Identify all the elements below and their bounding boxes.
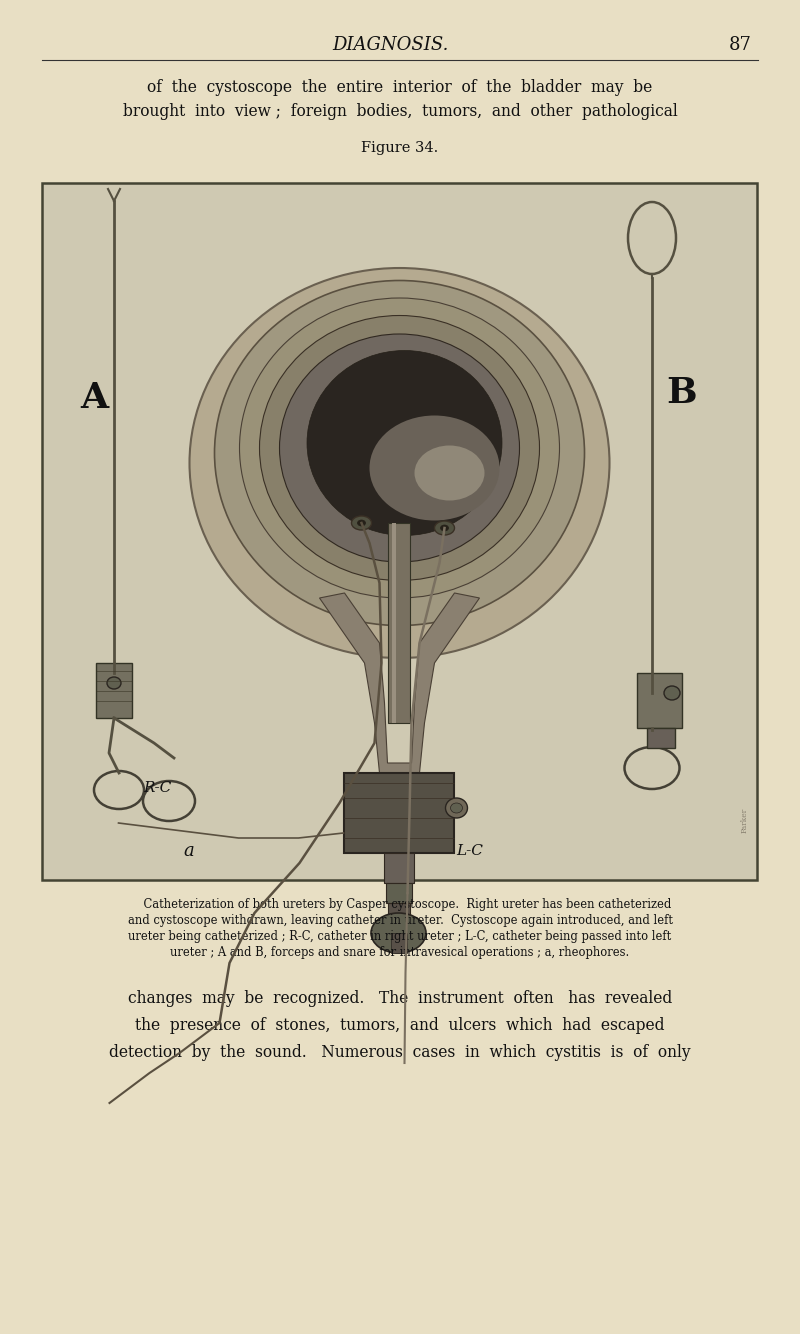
- Text: ureter ; A and B, forceps and snare for intravesical operations ; a, rheophores.: ureter ; A and B, forceps and snare for …: [170, 946, 630, 959]
- Text: Parker: Parker: [741, 807, 749, 832]
- Bar: [42, 183, 757, 880]
- Ellipse shape: [214, 280, 585, 626]
- Bar: [96, 663, 132, 718]
- Ellipse shape: [358, 520, 366, 526]
- Ellipse shape: [307, 351, 502, 535]
- Text: brought  into  view ;  foreign  bodies,  tumors,  and  other  pathological: brought into view ; foreign bodies, tumo…: [122, 104, 678, 120]
- Ellipse shape: [190, 268, 610, 658]
- Text: DIAGNOSIS.: DIAGNOSIS.: [332, 36, 448, 53]
- Text: a: a: [184, 842, 194, 860]
- Ellipse shape: [414, 446, 485, 500]
- Ellipse shape: [370, 415, 499, 520]
- Ellipse shape: [239, 297, 559, 598]
- Text: 87: 87: [729, 36, 751, 53]
- Bar: [383, 852, 414, 883]
- Bar: [647, 728, 675, 748]
- Bar: [637, 672, 682, 728]
- Text: Catheterization of both ureters by Casper cystoscope.  Right ureter has been cat: Catheterization of both ureters by Caspe…: [129, 898, 671, 911]
- Ellipse shape: [259, 316, 539, 580]
- Text: and cystoscope withdrawn, leaving catheter in ureter.  Cystoscope again introduc: and cystoscope withdrawn, leaving cathet…: [127, 914, 673, 927]
- Text: detection  by  the  sound.   Numerous  cases  in  which  cystitis  is  of  only: detection by the sound. Numerous cases i…: [109, 1045, 691, 1061]
- Ellipse shape: [107, 676, 121, 688]
- Bar: [44, 185, 755, 878]
- Ellipse shape: [371, 912, 426, 952]
- Bar: [343, 772, 454, 852]
- Text: L-C: L-C: [456, 844, 483, 858]
- Ellipse shape: [441, 526, 449, 531]
- Bar: [387, 903, 410, 928]
- Ellipse shape: [446, 798, 467, 818]
- Ellipse shape: [434, 522, 454, 535]
- Text: the  presence  of  stones,  tumors,  and  ulcers  which  had  escaped: the presence of stones, tumors, and ulce…: [135, 1017, 665, 1034]
- Text: B: B: [666, 376, 698, 410]
- Bar: [387, 523, 410, 723]
- Ellipse shape: [279, 334, 519, 562]
- Ellipse shape: [450, 803, 462, 812]
- Ellipse shape: [351, 516, 371, 530]
- Bar: [391, 523, 395, 723]
- Text: changes  may  be  recognized.   The  instrument  often   has  revealed: changes may be recognized. The instrumen…: [128, 990, 672, 1007]
- Ellipse shape: [664, 686, 680, 700]
- Text: R-C: R-C: [143, 780, 171, 795]
- Text: of  the  cystoscope  the  entire  interior  of  the  bladder  may  be: of the cystoscope the entire interior of…: [147, 80, 653, 96]
- Text: Figure 34.: Figure 34.: [362, 141, 438, 155]
- Bar: [390, 932, 406, 952]
- Bar: [386, 883, 411, 903]
- Polygon shape: [319, 594, 479, 772]
- Text: ureter being catheterized ; R-C, catheter in right ureter ; L-C, catheter being : ureter being catheterized ; R-C, cathete…: [128, 930, 672, 943]
- Text: A: A: [80, 382, 108, 415]
